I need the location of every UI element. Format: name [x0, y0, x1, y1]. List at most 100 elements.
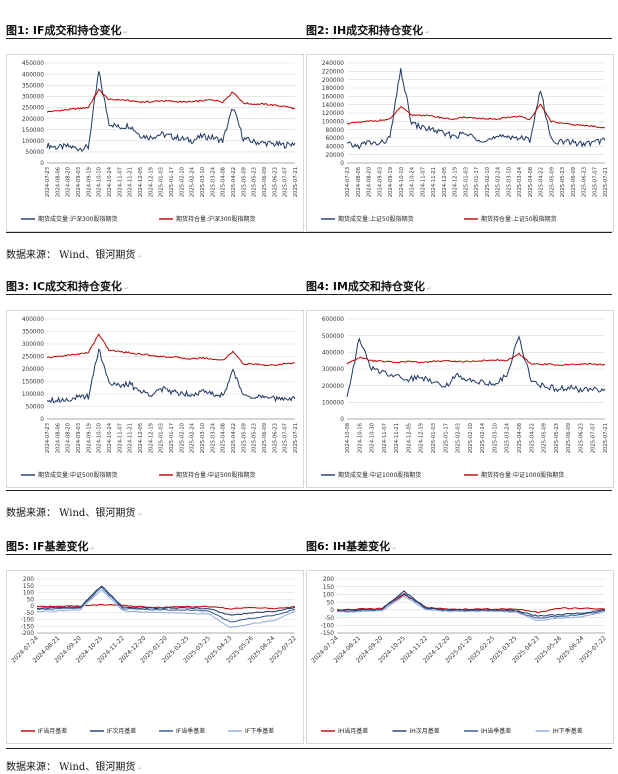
series-line [36, 585, 296, 616]
chart-4-svg: 0 100000 200000 300000 400000 500000 600000 202… [321, 317, 609, 479]
figure-4-title: 图4: IM成交和持仓变化 ↵ [306, 280, 432, 293]
source-rule [6, 232, 612, 233]
x-tick-label: 2024-10-30 [370, 423, 376, 453]
figure-2-title: 图2: IH成交和持仓变化 ↵ [306, 24, 430, 37]
x-tick-label: 2025-05-09 [241, 167, 247, 197]
x-tick-label: 2025-02-24 [480, 422, 486, 453]
x-tick-label: 2024-11-07 [382, 423, 388, 453]
x-tick-label: 2025-05-09 [542, 423, 548, 453]
x-tick-label: 2024-09-19 [86, 423, 92, 453]
y-tick-label: 240000 [322, 61, 344, 67]
x-tick-label: 2024-09-03 [377, 167, 383, 197]
title-rule [6, 554, 612, 555]
x-tick-label: 2025-02-24 [190, 422, 196, 453]
series-line [346, 103, 606, 129]
x-tick-label: 2025-05-23 [252, 167, 258, 197]
y-tick-label: 100000 [322, 120, 344, 126]
x-tick-label: 2025-06-09 [566, 423, 572, 453]
y-tick-label: 400000 [22, 72, 44, 78]
chart-2-svg: 0 20000 40000 60000 80000 100000 120000 140000 1… [321, 61, 609, 223]
y-tick-label: 0 [340, 417, 344, 423]
x-tick-label: 2025-02-10 [468, 423, 474, 453]
legend-label: IH当月基差 [338, 727, 368, 735]
chart-panel-6: -150 -100 -50 0 50 100 150 200 2024-07-24 2024-08… [306, 570, 614, 744]
legend-label: 期货成交量:中证500股指期货 [38, 471, 117, 479]
figure-5-title: 图5: IF基差变化 ↵ [6, 540, 95, 553]
legend-label: 期货成交量:中证1000股指期货 [338, 471, 421, 479]
x-tick-label: 2024-07-23 [345, 167, 351, 197]
y-tick-label: 180000 [322, 86, 344, 92]
x-tick-label: 2024-11-21 [394, 423, 400, 453]
source-rule [6, 490, 612, 491]
x-tick-label: 2024-09-19 [388, 167, 394, 197]
y-tick-label: 400000 [22, 317, 44, 323]
x-tick-label: 2025-02-10 [485, 167, 491, 197]
x-tick-label: 2025-06-23 [272, 167, 278, 197]
y-tick-label: 350000 [22, 330, 44, 336]
x-tick-label: 2024-09-19 [86, 167, 92, 197]
x-tick-label: 2025-01-17 [474, 167, 480, 197]
y-tick-label: -50 [325, 616, 335, 622]
x-tick-label: 2024-11-21 [128, 423, 134, 453]
x-tick-label: 2025-03-10 [506, 167, 512, 197]
x-tick-label: 2024-08-20 [66, 423, 72, 453]
y-tick-label: 60000 [326, 136, 345, 142]
series-line [46, 333, 296, 367]
chart-panel-1: 0 50000 100000 150000 200000 250000 300000 3500… [6, 54, 304, 232]
y-tick-label: -50 [25, 611, 35, 617]
x-tick-label: 2024-12-19 [148, 423, 154, 453]
x-tick-label: 2024-08-06 [55, 423, 61, 453]
chart-3-svg: 0 50000 100000 150000 200000 250000 300000 3500… [21, 317, 299, 479]
legend-label: IH次月基差 [410, 727, 440, 735]
chart-1-svg: 0 50000 100000 150000 200000 250000 300000 3500… [21, 61, 299, 223]
figure-3-title: 图3: IC成交和持仓变化 ↵ [6, 280, 129, 293]
y-tick-label: 200000 [322, 78, 344, 84]
y-tick-label: 200000 [322, 384, 344, 390]
x-tick-label: 2025-07-21 [293, 423, 299, 453]
y-tick-label: 120000 [322, 111, 344, 117]
y-tick-label: 0 [40, 161, 44, 167]
y-tick-label: 100 [23, 591, 34, 597]
x-tick-label: 2025-06-23 [578, 423, 584, 453]
source-note: 数据来源： Wind、银河期货 ↵ [6, 250, 142, 261]
x-tick-label: 2025-03-24 [210, 166, 216, 197]
y-tick-label: 50 [27, 597, 35, 603]
y-tick-label: 200000 [22, 117, 44, 123]
y-tick-label: 150 [323, 585, 334, 591]
x-tick-label: 2025-01-03 [463, 167, 469, 197]
x-tick-label: 2025-04-08 [221, 423, 227, 453]
figure-1-title: 图1: IF成交和持仓变化 ↵ [6, 24, 128, 37]
chart-panel-5: -200 -150 -100 -50 0 50 100 150 200 2024-07-24 202… [6, 570, 304, 744]
y-tick-label: 300000 [22, 95, 44, 101]
x-tick-label: 2024-12-05 [138, 423, 144, 453]
legend-label: 期货持仓量:沪深300股指期货 [176, 215, 255, 223]
x-tick-label: 2024-09-03 [76, 167, 82, 197]
legend-label: IH当季基差 [481, 727, 511, 735]
y-tick-label: 600000 [322, 317, 344, 323]
y-tick-label: -150 [21, 624, 34, 630]
x-tick-label: 2024-10-08 [345, 423, 351, 453]
x-tick-label: 2025-04-22 [231, 167, 237, 197]
legend-label: IF当月基差 [38, 727, 67, 735]
y-tick-label: -150 [321, 631, 334, 637]
y-tick-label: 400000 [322, 351, 344, 357]
y-tick-label: 220000 [322, 70, 344, 76]
y-tick-label: 50 [327, 600, 335, 606]
chart-panel-3: 0 50000 100000 150000 200000 250000 300000 3500… [6, 310, 304, 488]
x-tick-label: 2024-08-20 [66, 167, 72, 197]
x-tick-label: 2025-01-17 [169, 423, 175, 453]
x-tick-label: 2025-07-07 [283, 167, 289, 197]
x-tick-label: 2024-10-16 [357, 423, 363, 453]
legend-label: 期货持仓量:中证500股指期货 [176, 471, 255, 479]
y-tick-label: 300000 [22, 342, 44, 348]
y-tick-label: 150000 [22, 128, 44, 134]
x-tick-label: 2025-01-17 [443, 423, 449, 453]
y-tick-label: 500000 [322, 334, 344, 340]
x-tick-label: 2025-01-03 [431, 423, 437, 453]
chart-panel-4: 0 100000 200000 300000 400000 500000 600000 202… [306, 310, 614, 488]
x-tick-label: 2025-05-23 [560, 167, 566, 197]
y-tick-label: 0 [30, 604, 34, 610]
legend-label: 期货成交量:上证50股指期货 [338, 215, 414, 223]
x-tick-label: 2025-01-03 [159, 423, 165, 453]
x-tick-label: 2025-02-10 [179, 423, 185, 453]
